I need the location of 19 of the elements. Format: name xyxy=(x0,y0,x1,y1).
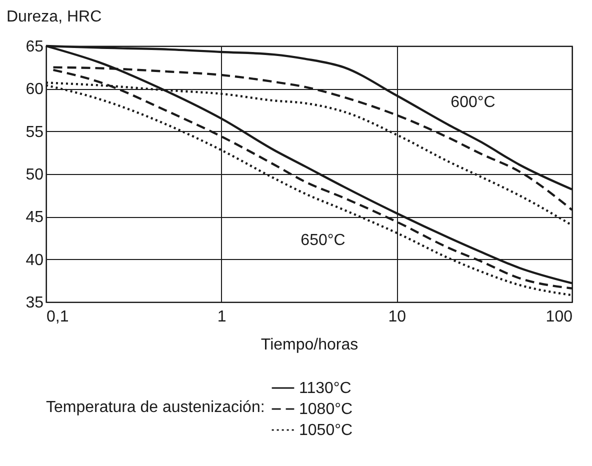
y-tick-label: 60 xyxy=(26,81,44,98)
y-tick-label: 50 xyxy=(26,166,44,184)
y-tick-label: 45 xyxy=(26,209,44,226)
x-tick-label: 10 xyxy=(388,308,406,326)
x-tick-label: 1 xyxy=(217,308,226,326)
y-tick-label: 65 xyxy=(26,38,44,56)
y-axis-title: Dureza, HRC xyxy=(6,8,102,26)
y-tick-label: 40 xyxy=(26,252,44,269)
annotation: 600°C xyxy=(450,94,496,111)
x-tick-label: 0,1 xyxy=(46,308,69,326)
annotation: 650°C xyxy=(300,232,346,249)
y-tick-label: 55 xyxy=(26,124,44,141)
legend-label: 1080°C xyxy=(299,401,353,418)
y-tick-label: 35 xyxy=(26,294,44,312)
legend-label: 1050°C xyxy=(299,422,353,439)
x-axis-title: Tiempo/horas xyxy=(260,336,358,354)
legend-label: 1130°C xyxy=(299,380,352,397)
legend-title: Temperatura de austenización: xyxy=(46,399,265,416)
x-tick-label: 100 xyxy=(546,308,573,326)
